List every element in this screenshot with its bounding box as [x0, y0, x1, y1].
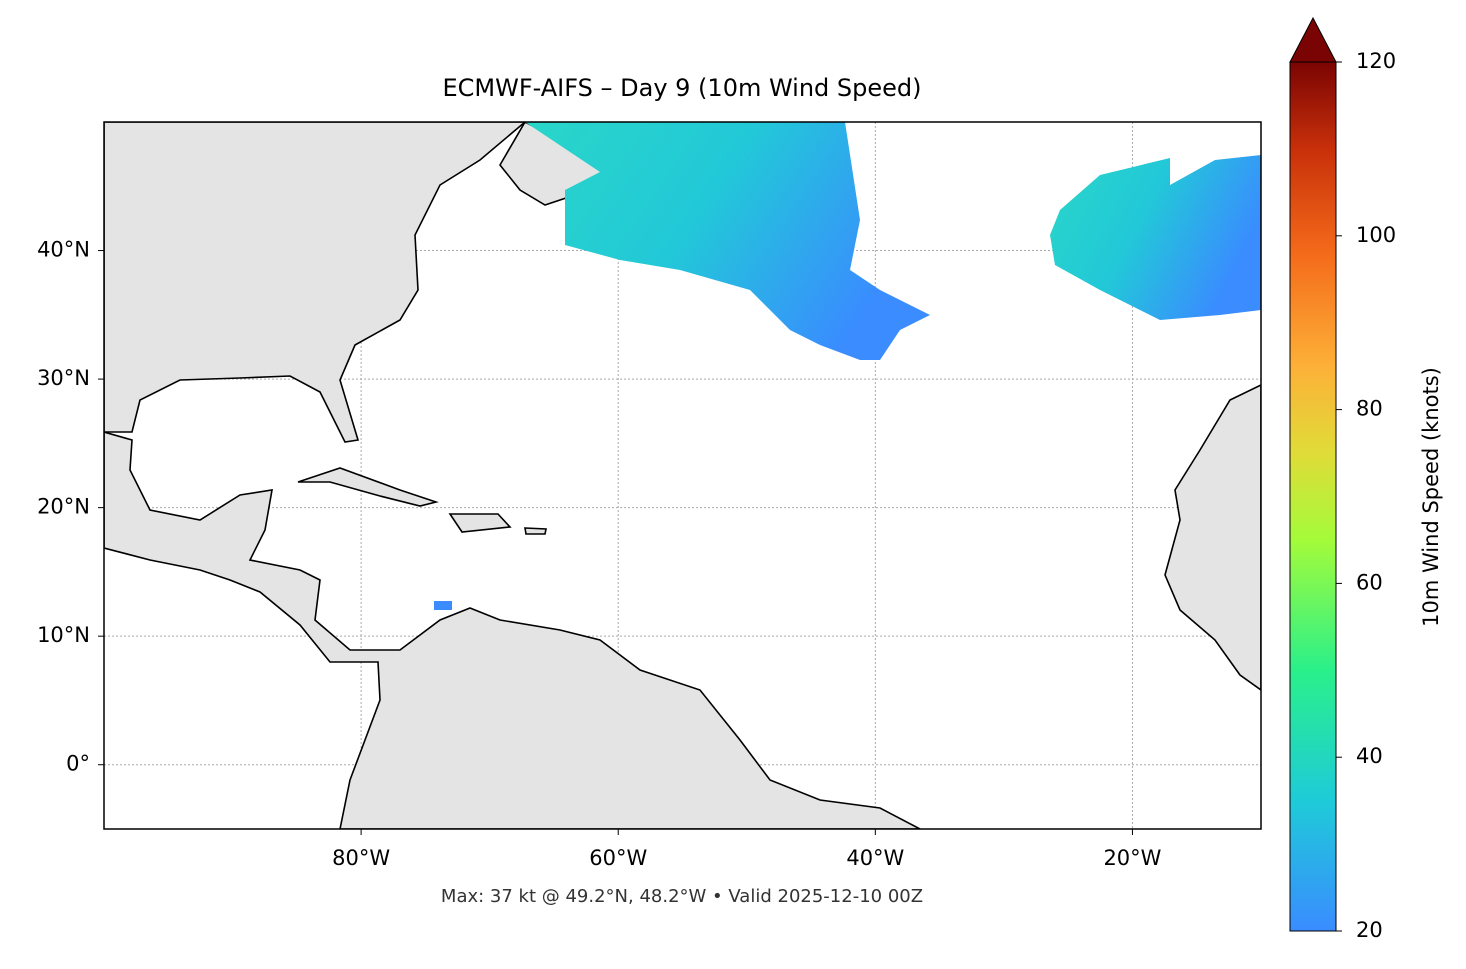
x-tick-label: 20°W — [1103, 846, 1161, 870]
map — [104, 122, 1261, 829]
y-tick-label: 20°N — [37, 495, 90, 519]
cuba — [297, 467, 439, 507]
y-tick-label: 0° — [66, 752, 90, 776]
colorbar-label: 10m Wind Speed (knots) — [1419, 367, 1443, 627]
colorbar-tick-label: 80 — [1356, 397, 1383, 421]
wind-field — [434, 601, 452, 610]
colorbar-tick-label: 40 — [1356, 744, 1383, 768]
colorbar-tick-label: 100 — [1356, 223, 1396, 247]
y-tick-label: 10°N — [37, 623, 90, 647]
colorbar-tick-label: 20 — [1356, 918, 1383, 942]
plot-frame — [103, 121, 1262, 830]
africa — [1164, 384, 1261, 691]
x-tick-label: 40°W — [846, 846, 904, 870]
y-tick-label: 30°N — [37, 366, 90, 390]
colorbar-tick-label: 120 — [1356, 49, 1396, 73]
americas — [104, 431, 921, 829]
colorbar — [1289, 61, 1337, 932]
hispaniola — [448, 513, 512, 533]
x-tick-label: 60°W — [589, 846, 647, 870]
chart-title: ECMWF-AIFS – Day 9 (10m Wind Speed) — [442, 74, 921, 102]
puerto-rico — [524, 527, 547, 535]
y-tick-label: 40°N — [37, 238, 90, 262]
north-america — [104, 122, 527, 443]
wind-field — [525, 122, 930, 360]
wind-field — [1050, 155, 1261, 320]
footer: Max: 37 kt @ 49.2°N, 48.2°W • Valid 2025… — [441, 886, 923, 907]
colorbar-tick-label: 60 — [1356, 570, 1383, 594]
x-tick-label: 80°W — [332, 846, 390, 870]
colorbar-extend — [1289, 16, 1337, 63]
